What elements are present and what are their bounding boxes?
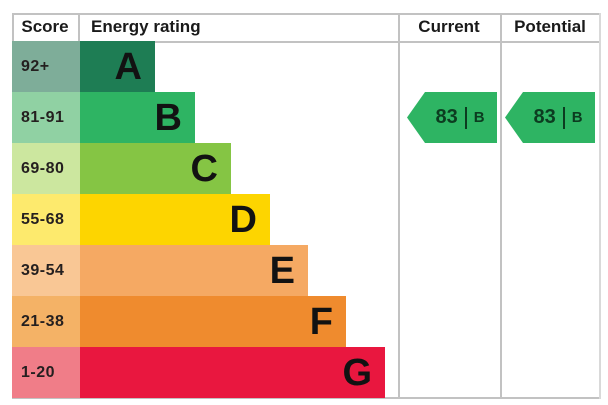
energy-rating-column-header: Energy rating: [91, 17, 201, 36]
rating-bar-D: D: [80, 194, 270, 245]
score-column-header: Score: [21, 17, 69, 36]
table-bottom-border: [12, 397, 600, 399]
score-range-cell-C: 69-80: [12, 143, 80, 194]
score-range-label: 69-80: [21, 159, 65, 177]
score-range-label: 39-54: [21, 261, 65, 279]
rating-letter: C: [190, 147, 218, 190]
score-range-label: 21-38: [21, 312, 65, 330]
score-column-divider: [78, 13, 80, 41]
score-range-label: 1-20: [21, 363, 56, 381]
header-underline: [12, 41, 600, 43]
current-score-value: 83: [435, 106, 458, 128]
score-range-cell-B: 81-91: [12, 92, 80, 143]
score-range-cell-E: 39-54: [12, 245, 80, 296]
arrow-separator: [562, 106, 565, 129]
rating-bar-F: F: [80, 296, 346, 347]
score-range-cell-G: 1-20: [12, 347, 80, 398]
rating-bar-B: B: [80, 92, 195, 143]
rating-letter: G: [342, 351, 372, 394]
header-left-border: [12, 13, 14, 41]
current-column-header: Current: [418, 17, 480, 36]
potential-score-value: 83: [533, 106, 556, 128]
score-range-label: 55-68: [21, 210, 65, 228]
rating-letter: A: [114, 45, 142, 88]
table-right-border: [599, 13, 601, 399]
score-range-cell-F: 21-38: [12, 296, 80, 347]
potential-rating-arrow: 83 B: [505, 92, 595, 143]
rating-bar-C: C: [80, 143, 231, 194]
score-range-cell-A: 92+: [12, 41, 80, 92]
potential-column-header: Potential: [514, 17, 586, 36]
score-range-cell-D: 55-68: [12, 194, 80, 245]
rating-bar-E: E: [80, 245, 308, 296]
rating-letter: D: [229, 198, 257, 241]
rating-letter: B: [154, 96, 182, 139]
rating-letter: F: [309, 300, 333, 343]
current-rating-letter: B: [473, 109, 485, 126]
current-rating-arrow: 83 B: [407, 92, 497, 143]
potential-rating-letter: B: [571, 109, 583, 126]
rating-bar-A: A: [80, 41, 155, 92]
rating-bar-G: G: [80, 347, 385, 398]
score-range-label: 81-91: [21, 108, 65, 126]
score-range-label: 92+: [21, 57, 50, 75]
current-column-left-divider: [398, 13, 400, 399]
arrow-separator: [464, 106, 467, 129]
rating-letter: E: [269, 249, 295, 292]
table-top-border: [12, 13, 600, 15]
current-potential-divider: [500, 13, 502, 399]
